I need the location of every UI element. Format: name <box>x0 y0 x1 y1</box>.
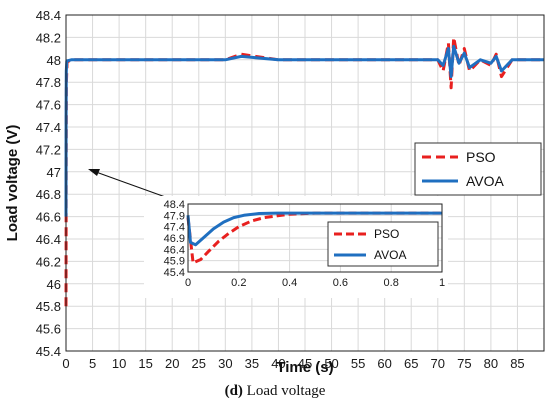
main-y-tick-label: 46 <box>47 277 61 292</box>
inset-y-tick-label: 47.9 <box>164 210 185 222</box>
main-x-tick-label: 70 <box>431 356 445 371</box>
main-y-tick-label: 46.6 <box>36 210 61 225</box>
inset-y-tick-label: 48.4 <box>164 199 185 211</box>
main-x-tick-label: 60 <box>377 356 391 371</box>
inset-x-tick-label: 0.8 <box>384 277 399 289</box>
inset-x-tick-label: 0.2 <box>231 277 246 289</box>
inset-y-tick-label: 47.4 <box>164 222 185 234</box>
inset-y-tick-label: 46.4 <box>164 244 185 256</box>
main-x-tick-label: 50 <box>324 356 338 371</box>
main-x-tick-label: 40 <box>271 356 285 371</box>
main-y-tick-label: 48.4 <box>36 8 61 23</box>
main-y-tick-label: 47.4 <box>36 120 61 135</box>
main-tick-labels: 0 5 10 15 20 25 30 35 40 45 50 55 60 65 70 75 80 8545.445… <box>36 8 525 371</box>
main-x-tick-label: 75 <box>457 356 471 371</box>
main-y-tick-label: 47.6 <box>36 98 61 113</box>
inset-x-tick-label: 1 <box>439 277 445 289</box>
main-x-tick-label: 25 <box>192 356 206 371</box>
main-legend: PSO AVOA <box>414 142 542 196</box>
main-y-tick-label: 45.4 <box>36 344 61 359</box>
main-y-tick-label: 48 <box>47 53 61 68</box>
main-x-tick-label: 35 <box>245 356 259 371</box>
main-x-tick-label: 20 <box>165 356 179 371</box>
caption-letter: (d) <box>224 383 243 399</box>
legend-pso-label: PSO <box>466 149 496 165</box>
inset-x-tick-label: 0.4 <box>282 277 297 289</box>
inset-tick-labels: 0 0.2 0.4 0.6 0.8 1 45.445.946.446.947.447.948… <box>164 199 445 289</box>
inset-plot-lines <box>186 211 442 265</box>
main-y-tick-label: 48.2 <box>36 30 61 45</box>
chart: 0 5 10 15 20 25 30 35 40 45 50 55 60 65 70 75 80 8545.445… <box>4 8 545 376</box>
main-x-tick-label: 5 <box>89 356 96 371</box>
main-x-tick-label: 80 <box>484 356 498 371</box>
main-y-tick-label: 46.8 <box>36 187 61 202</box>
main-y-tick-label: 47.2 <box>36 142 61 157</box>
main-x-tick-label: 55 <box>351 356 365 371</box>
y-axis-label: Load voltage (V) <box>4 125 21 242</box>
main-plot-frame <box>65 14 545 352</box>
main-series-avoa <box>64 44 544 217</box>
x-axis-label: Time (s) <box>276 359 333 376</box>
main-x-tick-label: 10 <box>112 356 126 371</box>
main-y-tick-label: 46.4 <box>36 232 61 247</box>
main-y-tick-label: 47.8 <box>36 75 61 90</box>
main-y-tick-label: 46.2 <box>36 254 61 269</box>
main-y-tick-label: 45.8 <box>36 299 61 314</box>
main-x-tick-label: 0 <box>62 356 69 371</box>
main-x-tick-label: 30 <box>218 356 232 371</box>
main-x-tick-label: 85 <box>510 356 524 371</box>
inset-legend: PSO AVOA <box>327 221 439 267</box>
main-y-tick-label: 47 <box>47 165 61 180</box>
legend-avoa-label: AVOA <box>466 173 505 189</box>
caption-text: Load voltage <box>246 383 326 399</box>
inset-chart: 0 0.2 0.4 0.6 0.8 1 45.445.946.446.947.447.948… <box>144 196 448 298</box>
inset-y-tick-label: 45.4 <box>164 267 185 279</box>
main-plot-lines <box>64 35 544 307</box>
inset-legend-pso-label: PSO <box>374 227 399 241</box>
inset-legend-avoa-label: AVOA <box>374 248 406 262</box>
figure-caption: (d) Load voltage <box>0 383 550 400</box>
inset-y-tick-label: 46.9 <box>164 233 185 245</box>
inset-y-tick-label: 45.9 <box>164 256 185 268</box>
inset-plot-frame <box>187 203 443 273</box>
main-x-tick-label: 45 <box>298 356 312 371</box>
inset-x-tick-label: 0.6 <box>333 277 348 289</box>
main-x-tick-label: 65 <box>404 356 418 371</box>
main-x-tick-label: 15 <box>138 356 152 371</box>
inset-x-tick-label: 0 <box>185 277 191 289</box>
main-y-tick-label: 45.6 <box>36 322 61 337</box>
inset-series-avoa <box>186 211 442 247</box>
